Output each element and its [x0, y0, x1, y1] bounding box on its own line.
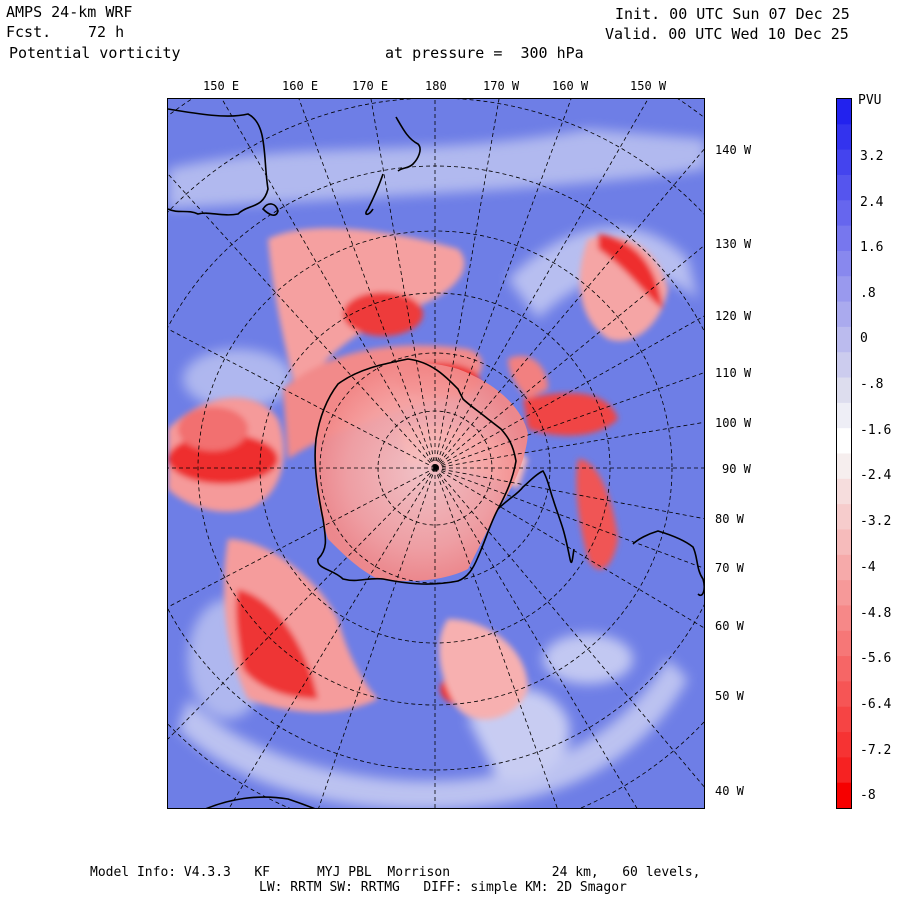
colorbar-swatch [837, 428, 851, 455]
colorbar-swatch [837, 504, 851, 531]
colorbar [836, 98, 852, 809]
colorbar-swatch [837, 402, 851, 429]
colorbar-label: -7.2 [860, 743, 892, 758]
colorbar-label: -4 [860, 560, 876, 575]
lon-label-top: 160 W [552, 79, 589, 93]
colorbar-swatch [837, 326, 851, 353]
pv-map [167, 98, 705, 809]
colorbar-label: 1.6 [860, 240, 884, 255]
colorbar-swatch [837, 529, 851, 556]
colorbar-label: 2.4 [860, 195, 884, 210]
colorbar-swatch [837, 225, 851, 252]
colorbar-label: 3.2 [860, 149, 884, 164]
model-info-line2: LW: RRTM SW: RRTMG DIFF: simple KM: 2D S… [259, 880, 627, 895]
colorbar-label: .8 [860, 286, 876, 301]
colorbar-swatch [837, 377, 851, 404]
lon-label-right: 130 W [715, 237, 752, 251]
colorbar-swatch [837, 99, 851, 125]
model-title: AMPS 24-km WRF [6, 3, 133, 21]
colorbar-swatch [837, 630, 851, 657]
colorbar-swatch [837, 656, 851, 682]
colorbar-swatches [837, 99, 851, 809]
colorbar-label: -5.6 [860, 651, 892, 666]
colorbar-swatch [837, 732, 851, 758]
colorbar-swatch [837, 174, 851, 201]
init-time: Init. 00 UTC Sun 07 Dec 25 [615, 5, 850, 23]
colorbar-swatch [837, 554, 851, 581]
colorbar-swatch [837, 200, 851, 227]
colorbar-swatch [837, 782, 851, 809]
lon-label-right: 40 W [715, 784, 744, 798]
lon-label-right: 120 W [715, 309, 752, 323]
colorbar-label: -3.2 [860, 514, 892, 529]
colorbar-swatch [837, 124, 851, 151]
colorbar-swatch [837, 757, 851, 784]
pressure-level: at pressure = 300 hPa [385, 44, 584, 62]
lon-label-right: 100 W [715, 416, 752, 430]
colorbar-swatch [837, 301, 851, 328]
valid-time: Valid. 00 UTC Wed 10 Dec 25 [605, 25, 849, 43]
lon-label-right: 90 W [722, 462, 751, 476]
antarctica-region [315, 362, 528, 581]
lon-label-top: 170 E [352, 79, 389, 93]
colorbar-swatch [837, 580, 851, 607]
colorbar-swatch [837, 478, 851, 505]
lon-label-right: 50 W [715, 689, 744, 703]
meridian-lines [168, 99, 704, 808]
colorbar-label: -2.4 [860, 468, 892, 483]
colorbar-label: -6.4 [860, 697, 892, 712]
lon-label-right: 110 W [715, 366, 752, 380]
lon-label-right: 140 W [715, 143, 752, 157]
colorbar-swatch [837, 453, 851, 480]
lon-label-top: 150 W [630, 79, 667, 93]
lon-label-right: 60 W [715, 619, 744, 633]
colorbar-swatch [837, 352, 851, 379]
colorbar-swatch [837, 276, 851, 303]
colorbar-swatch [837, 605, 851, 632]
lon-label-top: 170 W [483, 79, 520, 93]
colorbar-swatch [837, 706, 851, 733]
forecast-label: Fcst. [6, 23, 52, 41]
colorbar-label: -4.8 [860, 606, 892, 621]
lon-label-top: 160 E [282, 79, 319, 93]
colorbar-label: 0 [860, 331, 868, 346]
pv-negative-regions [168, 228, 668, 720]
colorbar-unit: PVU [858, 93, 882, 108]
pv-white-filaments [168, 129, 704, 808]
lon-label-top: 180 [425, 79, 447, 93]
field-name: Potential vorticity [9, 44, 181, 62]
forecast-hours: 72 h [88, 23, 125, 41]
model-info-line1: Model Info: V4.3.3 KF MYJ PBL Morrison 2… [90, 865, 701, 880]
lon-label-right: 80 W [715, 512, 744, 526]
colorbar-label: -8 [860, 788, 876, 803]
coastlines [168, 108, 704, 808]
colorbar-swatch [837, 681, 851, 708]
colorbar-swatch [837, 250, 851, 277]
lon-label-right: 70 W [715, 561, 744, 575]
lon-label-top: 150 E [203, 79, 240, 93]
colorbar-swatch [837, 149, 851, 176]
colorbar-label: -1.6 [860, 423, 892, 438]
pv-map-canvas [168, 99, 704, 808]
colorbar-label: -.8 [860, 377, 884, 392]
